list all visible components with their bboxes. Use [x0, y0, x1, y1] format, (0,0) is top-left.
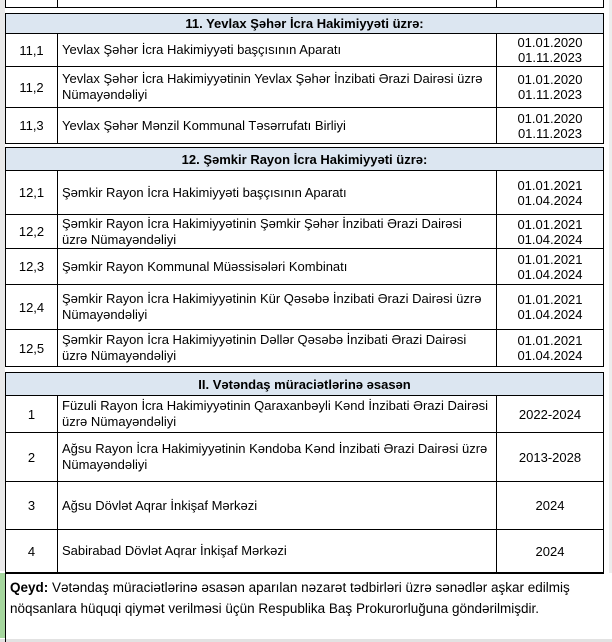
section-11-header: 11. Yevlax Şəhər İcra Hakimiyyəti üzrə: [6, 14, 603, 34]
table-row: 11,2 Yevlax Şəhər İcra Hakimiyyətinin Ye… [6, 67, 603, 108]
row-number-cell: 3 [6, 482, 58, 529]
page-right-edge-strip [609, 0, 612, 573]
table-row: 12,2 Şəmkir Rayon İcra Hakimiyyətinin Şə… [6, 215, 603, 249]
row-period-cell: 01.01.2021 01.04.2024 [517, 216, 583, 247]
table: 11. Yevlax Şəhər İcra Hakimiyyəti üzrə: … [5, 0, 604, 642]
row-name-cell: Şəmkir Rayon İcra Hakimiyyətinin Dəllər … [58, 330, 497, 366]
row-number-cell: 12,3 [6, 249, 58, 284]
row-number-cell: 2 [6, 433, 58, 481]
row-period-cell: 2024 [535, 543, 565, 559]
row-name-cell: Sabirabad Dövlət Aqrar İnkişaf Mərkəzi [58, 530, 497, 572]
row-period-cell: 2022-2024 [518, 406, 582, 422]
table-row: 12,4 Şəmkir Rayon İcra Hakimiyyətinin Kü… [6, 285, 603, 330]
table-row: 12,1 Şəmkir Rayon İcra Hakimiyyəti başçı… [6, 171, 603, 215]
section-11: 11. Yevlax Şəhər İcra Hakimiyyəti üzrə: … [5, 13, 604, 144]
row-period-cell: 01.01.2021 01.04.2024 [517, 292, 583, 322]
note-label: Qeyd: [10, 580, 53, 595]
row-name-cell: Yevlax Şəhər İcra Hakimiyyətinin Yevlax … [58, 67, 497, 107]
row-period-cell: 2013-2028 [518, 449, 582, 465]
cropped-period-cell [497, 0, 603, 7]
section-gap [5, 367, 604, 372]
table-cropped-top-row [5, 0, 604, 8]
section-gap [5, 144, 604, 147]
row-number-cell: 12,5 [6, 330, 58, 366]
section-ii-header: II. Vətəndaş müraciətlərinə əsasən [6, 373, 603, 396]
row-period-cell: 01.01.2021 01.04.2024 [517, 177, 583, 208]
row-period-cell: 2024 [535, 498, 565, 513]
row-name-cell: Yevlax Şəhər İcra Hakimiyyəti başçısının… [58, 34, 497, 66]
table-row: 4 Sabirabad Dövlət Aqrar İnkişaf Mərkəzi… [6, 530, 603, 573]
row-period-cell: 01.01.2021 01.04.2024 [517, 251, 583, 282]
row-name-cell: Şəmkir Rayon İcra Hakimiyyəti başçısının… [58, 171, 497, 214]
row-name-cell: Füzuli Rayon İcra Hakimiyyətinin Qaraxan… [58, 396, 497, 432]
row-number-cell: 12,4 [6, 285, 58, 329]
row-number-cell: 11,3 [6, 108, 58, 143]
row-period-cell: 01.01.2021 01.04.2024 [517, 333, 583, 363]
page-bottom-edge-strip [0, 639, 612, 642]
row-number-cell: 12,2 [6, 215, 58, 248]
row-name-cell: Ağsu Rayon İcra Hakimiyyətinin Kəndoba K… [58, 433, 497, 481]
row-period-cell: 01.01.2020 01.11.2023 [517, 110, 583, 141]
table-row: 11,3 Yevlax Şəhər Mənzil Kommunal Təsərr… [6, 108, 603, 144]
table-row: 12,3 Şəmkir Rayon Kommunal Müəssisələri … [6, 249, 603, 285]
row-number-cell: 12,1 [6, 171, 58, 214]
row-number-cell: 1 [6, 396, 58, 432]
section-ii: II. Vətəndaş müraciətlərinə əsasən 1 Füz… [5, 372, 604, 573]
row-name-cell: Şəmkir Rayon İcra Hakimiyyətinin Şəmkir … [58, 215, 497, 248]
row-number-cell: 11,2 [6, 67, 58, 107]
page-left-edge-strip [0, 0, 5, 571]
row-name-cell: Yevlax Şəhər Mənzil Kommunal Təsərrufatı… [58, 108, 497, 143]
table-row: 11,1 Yevlax Şəhər İcra Hakimiyyəti başçı… [6, 34, 603, 67]
row-name-cell: Şəmkir Rayon Kommunal Müəssisələri Kombi… [58, 249, 497, 284]
section-12-header: 12. Şəmkir Rayon İcra Hakimiyyəti üzrə: [6, 148, 603, 171]
section-gap [5, 8, 604, 13]
row-name-cell: Şəmkir Rayon İcra Hakimiyyətinin Kür Qəs… [58, 285, 497, 329]
table-row: 3 Ağsu Dövlət Aqrar İnkişaf Mərkəzi 2024 [6, 482, 603, 530]
table-row: 12,5 Şəmkir Rayon İcra Hakimiyyətinin Də… [6, 330, 603, 367]
row-number-cell: 11,1 [6, 34, 58, 66]
note-block: Qeyd: Vətəndaş müraciətlərinə əsasən apa… [5, 573, 604, 642]
cropped-number-cell [6, 0, 58, 7]
section-12: 12. Şəmkir Rayon İcra Hakimiyyəti üzrə: … [5, 147, 604, 367]
note-text: Vətəndaş müraciətlərinə əsasən aparılan … [10, 580, 570, 616]
row-period-cell: 01.01.2020 01.11.2023 [517, 35, 583, 65]
cropped-name-cell [58, 0, 497, 7]
row-name-cell: Ağsu Dövlət Aqrar İnkişaf Mərkəzi [58, 482, 497, 529]
note-left-green-strip [0, 573, 5, 638]
row-number-cell: 4 [6, 530, 58, 572]
row-period-cell: 01.01.2020 01.11.2023 [517, 72, 583, 102]
table-row: 1 Füzuli Rayon İcra Hakimiyyətinin Qarax… [6, 396, 603, 433]
table-row: 2 Ağsu Rayon İcra Hakimiyyətinin Kəndoba… [6, 433, 603, 482]
